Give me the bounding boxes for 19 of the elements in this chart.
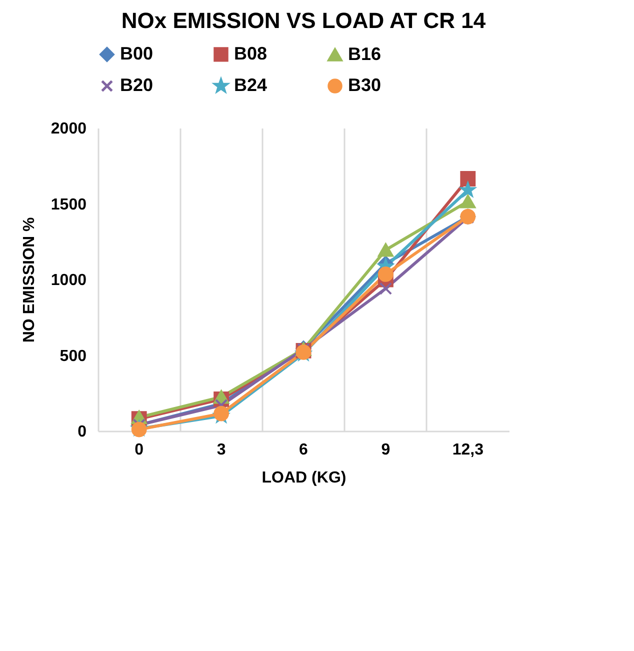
y-tick-label: 2000 bbox=[50, 120, 87, 138]
legend-label: B16 bbox=[348, 44, 382, 64]
y-axis-title: NO EMISSION % bbox=[20, 217, 38, 343]
legend-label: B00 bbox=[120, 43, 154, 64]
x-tick-label: 0 bbox=[134, 442, 144, 458]
y-tick-label: 500 bbox=[60, 348, 87, 365]
legend-label: B24 bbox=[234, 75, 268, 95]
x-axis-title: LOAD (KG) bbox=[262, 470, 346, 486]
legend-label: B20 bbox=[120, 75, 154, 95]
x-tick-label: 9 bbox=[381, 442, 390, 458]
x-tick-label: 6 bbox=[299, 442, 308, 458]
x-tick-label: 3 bbox=[216, 442, 226, 458]
y-tick-label: 1500 bbox=[50, 196, 87, 214]
chart-title: NOx EMISSION VS LOAD AT CR 14 bbox=[121, 8, 486, 33]
legend-label: B08 bbox=[234, 43, 268, 64]
y-tick-label: 0 bbox=[78, 424, 87, 440]
y-tick-label: 1000 bbox=[50, 272, 87, 289]
x-tick-label: 12,3 bbox=[452, 442, 484, 458]
legend-label: B30 bbox=[348, 75, 382, 95]
